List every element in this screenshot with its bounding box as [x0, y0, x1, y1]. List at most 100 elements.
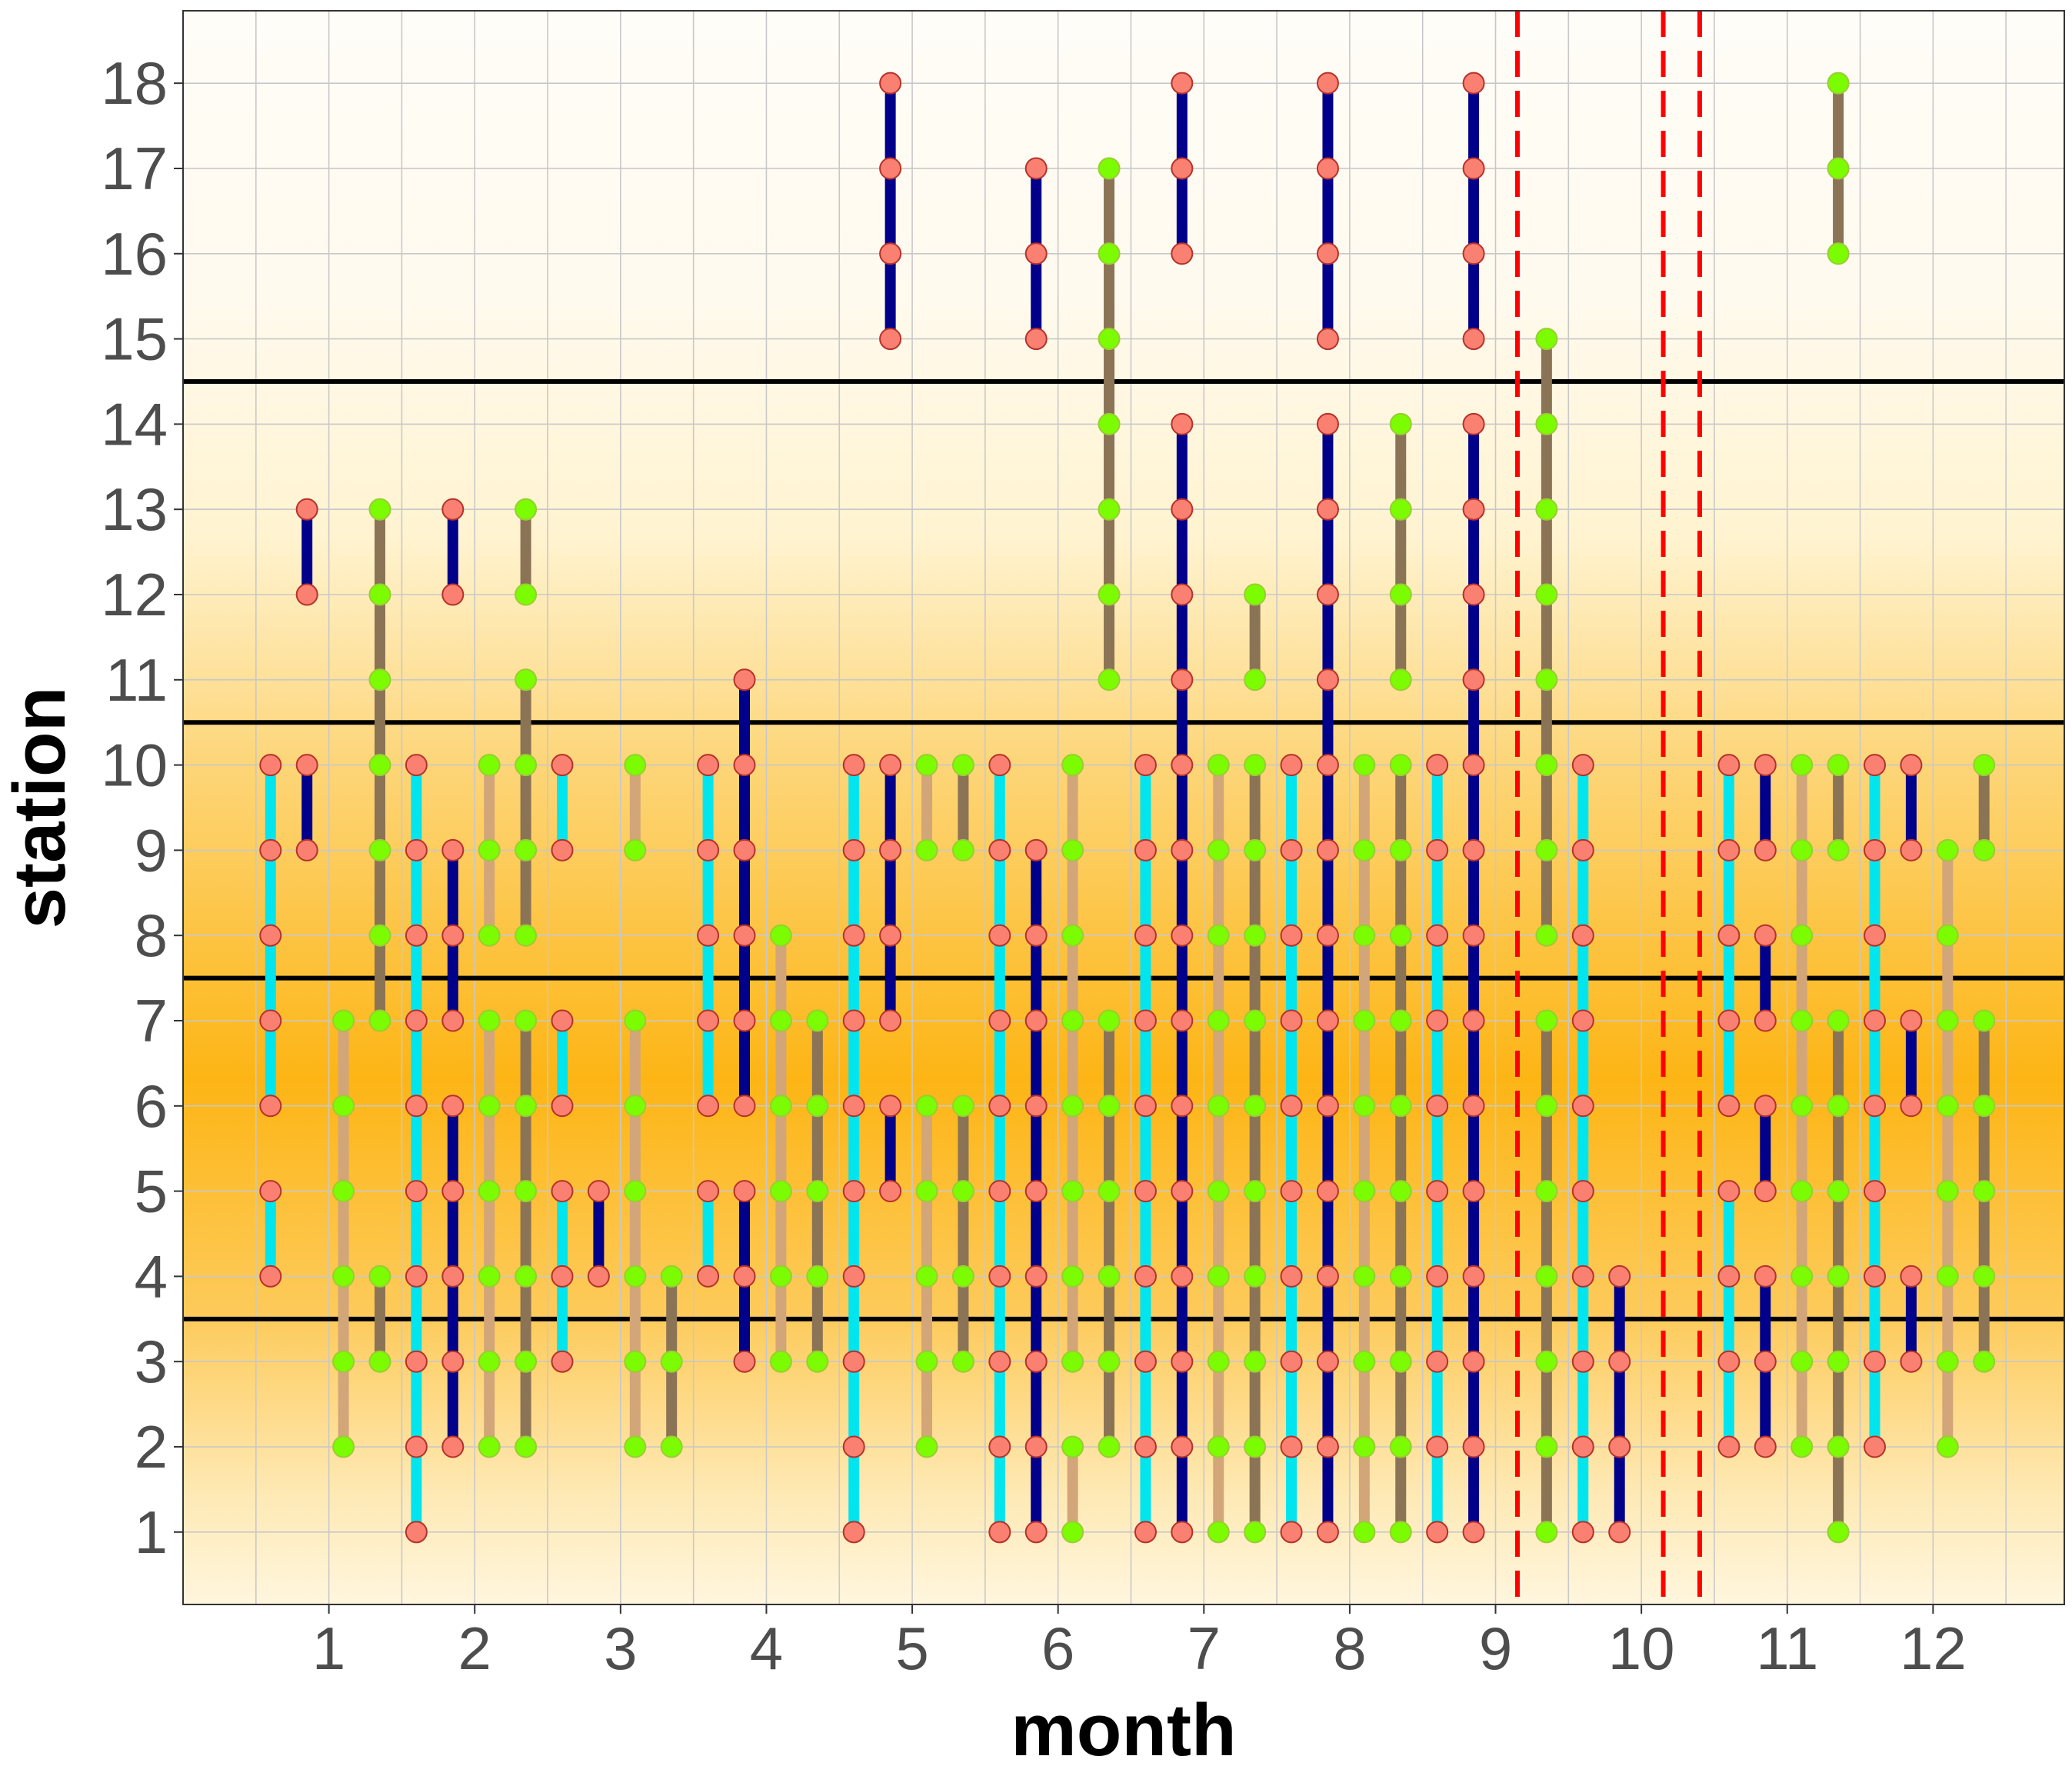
data-point [697, 1180, 720, 1203]
data-point [1900, 1350, 1923, 1373]
data-point [1316, 1265, 1339, 1288]
data-point [842, 1095, 865, 1118]
data-point [1426, 1095, 1449, 1118]
data-point [405, 754, 428, 777]
data-point [1024, 1350, 1048, 1373]
x-tick-label: 11 [1756, 1614, 1818, 1682]
data-point [915, 1435, 938, 1458]
y-tick-label: 14 [101, 390, 168, 458]
data-point [332, 1180, 355, 1203]
data-point [1973, 838, 1996, 861]
data-point [1426, 924, 1449, 947]
data-point [1791, 1095, 1814, 1118]
data-point [478, 754, 501, 777]
data-point [1244, 1180, 1267, 1203]
data-point [879, 1180, 902, 1203]
data-point [733, 838, 756, 861]
data-point [441, 583, 465, 606]
y-tick-label: 2 [135, 1413, 168, 1481]
data-point [1936, 1265, 1959, 1288]
data-point [1207, 1435, 1230, 1458]
x-tick-label: 1 [312, 1614, 345, 1682]
data-point [1061, 1521, 1084, 1544]
data-point [1571, 838, 1594, 861]
data-point [1462, 498, 1485, 521]
data-point [1134, 1350, 1157, 1373]
data-point [988, 1435, 1011, 1458]
reference-lines [183, 378, 2064, 1321]
data-point [1717, 754, 1741, 777]
y-tick-label: 10 [101, 731, 168, 799]
y-tick-label: 16 [101, 220, 168, 288]
data-point [1134, 1095, 1157, 1118]
data-point [1900, 838, 1923, 861]
data-point [1389, 583, 1412, 606]
data-point [1462, 1521, 1485, 1544]
data-point [332, 1435, 355, 1458]
data-point [842, 924, 865, 947]
data-point [1171, 1265, 1194, 1288]
data-point [1827, 1095, 1850, 1118]
data-point [478, 1435, 501, 1458]
data-point [1389, 924, 1412, 947]
data-point [478, 924, 501, 947]
data-point [1171, 157, 1194, 180]
data-point [988, 1095, 1011, 1118]
data-point [733, 1265, 756, 1288]
data-point [733, 1095, 756, 1118]
data-point [1827, 754, 1850, 777]
data-point [1389, 754, 1412, 777]
data-point [879, 924, 902, 947]
data-point [697, 924, 720, 947]
data-point [1316, 924, 1339, 947]
data-point [915, 1095, 938, 1118]
data-point [1061, 838, 1084, 861]
point-layer [259, 72, 1996, 1544]
data-point [1280, 1265, 1303, 1288]
data-point [478, 1095, 501, 1118]
data-point [515, 1009, 538, 1032]
data-point [1353, 838, 1376, 861]
data-point [405, 1435, 428, 1458]
data-point [1134, 1180, 1157, 1203]
data-point [697, 1009, 720, 1032]
y-tick-label: 7 [135, 987, 168, 1055]
data-point [1207, 1265, 1230, 1288]
data-point [842, 1009, 865, 1032]
data-point [915, 754, 938, 777]
data-point [1353, 1435, 1376, 1458]
data-point [1244, 1350, 1267, 1373]
data-point [1827, 1521, 1850, 1544]
x-tick-label: 2 [458, 1614, 491, 1682]
data-point [1900, 1095, 1923, 1118]
data-point [1207, 754, 1230, 777]
data-point [915, 1265, 938, 1288]
data-point [1936, 924, 1959, 947]
data-point [1827, 1350, 1850, 1373]
y-tick-label: 9 [135, 816, 168, 884]
data-point [1389, 1265, 1412, 1288]
data-point [1316, 328, 1339, 351]
data-point [1316, 242, 1339, 265]
y-tick-label: 3 [135, 1328, 168, 1395]
data-point [624, 838, 647, 861]
data-point [1316, 1095, 1339, 1118]
data-point [368, 1265, 391, 1288]
data-point [1426, 1265, 1449, 1288]
data-point [405, 1009, 428, 1032]
data-point [1171, 1435, 1194, 1458]
data-point [1098, 1009, 1121, 1032]
data-point [1098, 498, 1121, 521]
data-point [1717, 924, 1741, 947]
data-point [769, 1350, 792, 1373]
data-point [1280, 1180, 1303, 1203]
data-point [1024, 1265, 1048, 1288]
data-point [1098, 1095, 1121, 1118]
data-point [1864, 754, 1887, 777]
data-point [587, 1180, 610, 1203]
data-point [842, 838, 865, 861]
data-point [1316, 412, 1339, 435]
data-point [1936, 1180, 1959, 1203]
data-point [478, 838, 501, 861]
